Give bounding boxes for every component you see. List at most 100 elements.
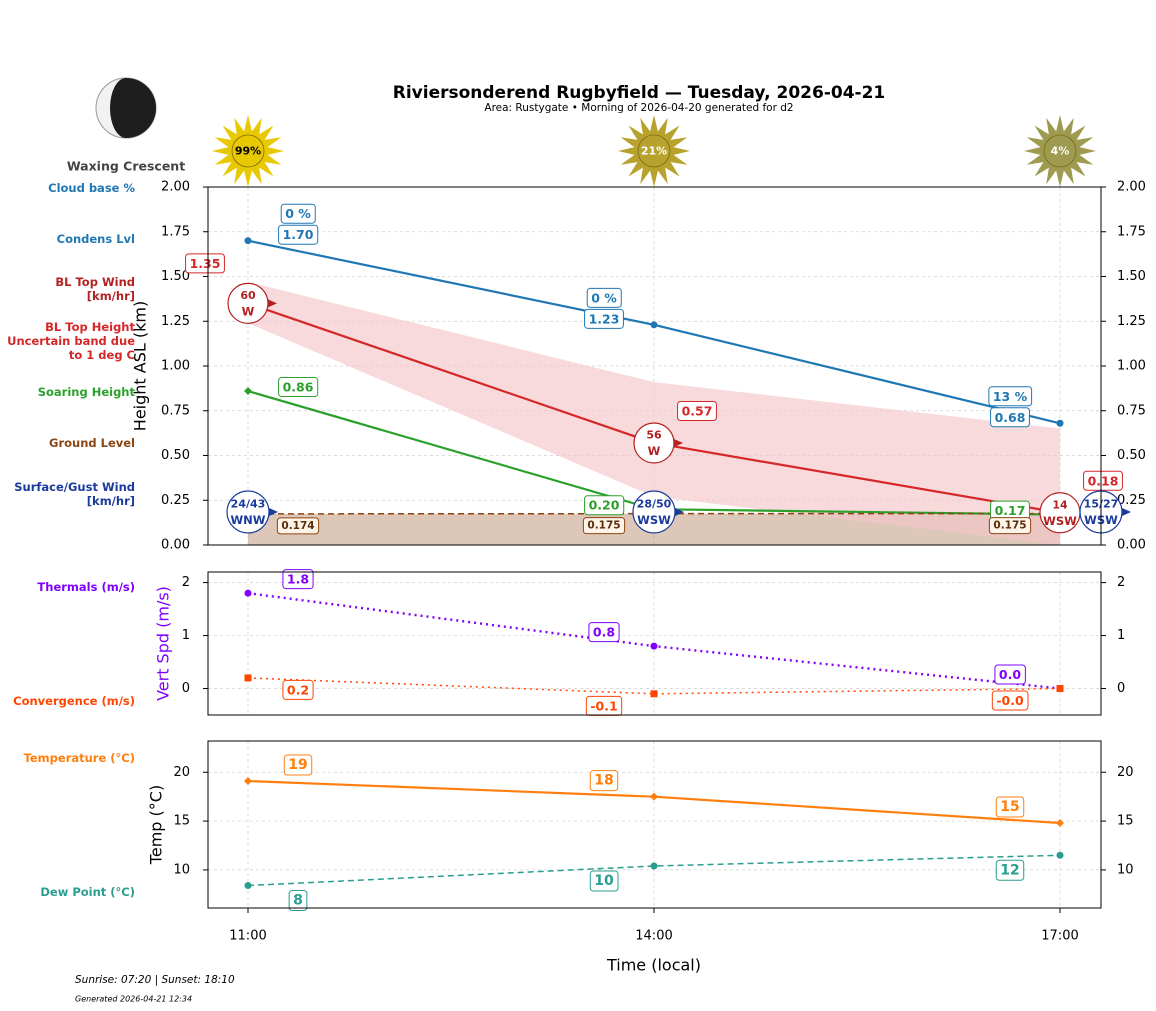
value-label: 0.17: [995, 503, 1026, 518]
sun-label: 21%: [641, 145, 667, 158]
panel-frame: [207, 571, 1102, 716]
moon-phase: Waxing Crescent: [67, 159, 185, 174]
label-box: [278, 377, 319, 398]
label-box: [185, 253, 225, 274]
y2-tick-label: 1.50: [1117, 269, 1146, 284]
marker: [650, 321, 658, 329]
wind-speed: 56: [646, 428, 662, 441]
series-label: Condens Lvl: [56, 232, 135, 246]
x-tick-label: 14:00: [635, 929, 672, 944]
marker: [244, 237, 252, 245]
title: Riviersonderend Rugbyfield — Tuesday, 20…: [393, 83, 886, 103]
wind-speed: 24/43: [231, 498, 266, 511]
label-box: [1083, 470, 1123, 491]
value-label: 10: [594, 873, 614, 889]
y-axis-label: Vert Spd (m/s): [154, 586, 173, 701]
label-box: [589, 770, 619, 792]
wind-direction: W: [242, 304, 255, 318]
y-tick-label: 20: [173, 765, 190, 780]
y-tick-label: 0: [182, 681, 190, 696]
y-tick-label: 15: [173, 814, 190, 829]
wind-arrow: [675, 508, 684, 516]
wind-arrow: [269, 508, 278, 516]
y2-tick-label: 1.75: [1117, 224, 1146, 239]
y-tick-label: 2.00: [161, 180, 190, 195]
sun-label: 99%: [235, 145, 261, 158]
marker: [244, 387, 252, 396]
marker: [244, 674, 252, 682]
wind-direction: WNW: [231, 513, 266, 527]
marker: [650, 642, 658, 650]
value-label: 0 %: [285, 206, 311, 221]
wind-speed: 60: [240, 289, 256, 302]
x-tick-label: 11:00: [229, 929, 266, 944]
y-tick-label: 10: [173, 862, 190, 877]
label-box: [589, 870, 619, 892]
y2-tick-label: 0: [1117, 681, 1125, 696]
y2-tick-label: 0.50: [1117, 448, 1146, 463]
value-label: 15: [1000, 799, 1019, 815]
sun-label: 4%: [1051, 145, 1070, 158]
y2-tick-label: 1.25: [1117, 314, 1146, 329]
panel-frame: [207, 740, 1102, 909]
wind-direction: WSW: [637, 513, 671, 527]
label-box: [282, 679, 314, 700]
value-label: 8: [293, 893, 303, 909]
value-label: 0.8: [593, 625, 615, 640]
sun: [1043, 134, 1077, 168]
y-tick-label: 1.00: [161, 359, 190, 374]
y-tick-label: 0.50: [161, 448, 190, 463]
sun-times: Sunrise: 07:20 | Sunset: 18:10: [75, 974, 235, 986]
label-box: [584, 308, 624, 329]
value-label: 1.8: [287, 572, 309, 587]
y-axis-label: Height ASL (km): [131, 301, 150, 431]
label-box: [586, 287, 622, 308]
subtitle: Area: Rustygate • Morning of 2026-04-20 …: [484, 102, 793, 114]
marker: [650, 862, 658, 870]
wind-marker: [633, 422, 675, 464]
value-label: 0.86: [283, 380, 314, 395]
marker: [1056, 685, 1064, 693]
label-box: [278, 224, 319, 245]
marker: [1056, 419, 1064, 427]
y-tick-label: 1.50: [161, 269, 190, 284]
value-label: 19: [288, 757, 307, 773]
value-label: 18: [594, 773, 613, 789]
label-box: [995, 859, 1025, 881]
wind-speed: 28/50: [637, 498, 672, 511]
wind-direction: WSW: [1043, 514, 1077, 528]
series-label: Surface/Gust Wind [km/hr]: [14, 480, 135, 508]
label-box: [988, 517, 1032, 535]
y2-tick-label: 15: [1117, 814, 1134, 829]
label-box: [276, 517, 320, 535]
label-box: [990, 407, 1030, 428]
label-box: [991, 690, 1029, 711]
marker: [244, 589, 252, 597]
x-axis-label: Time (local): [606, 956, 701, 975]
y-tick-label: 1.25: [161, 314, 190, 329]
wind-arrow: [268, 299, 277, 308]
label-box: [280, 203, 316, 224]
y-tick-label: 1.75: [161, 224, 190, 239]
value-label: 0.18: [1088, 473, 1119, 488]
wind-direction: W: [648, 444, 661, 458]
y2-tick-label: 20: [1117, 765, 1134, 780]
wind-arrow: [1122, 508, 1131, 516]
panel-frame: [207, 186, 1102, 546]
value-label: 1.70: [283, 227, 314, 242]
y2-tick-label: 0.25: [1117, 493, 1146, 508]
value-label: 13 %: [993, 389, 1028, 404]
x-tick-label: 17:00: [1041, 929, 1078, 944]
wind-marker: [226, 490, 270, 534]
y-axis-label: Temp (°C): [147, 785, 166, 865]
value-label: 0.2: [287, 682, 309, 697]
wind-marker: [227, 282, 269, 324]
y-tick-label: 0.00: [161, 538, 190, 553]
generated: Generated 2026-04-21 12:34: [75, 995, 192, 1004]
marker: [244, 882, 252, 890]
wind-speed: 14: [1052, 498, 1068, 511]
series-label: Soaring Height: [37, 385, 135, 399]
series-label: Dew Point (°C): [40, 885, 135, 899]
